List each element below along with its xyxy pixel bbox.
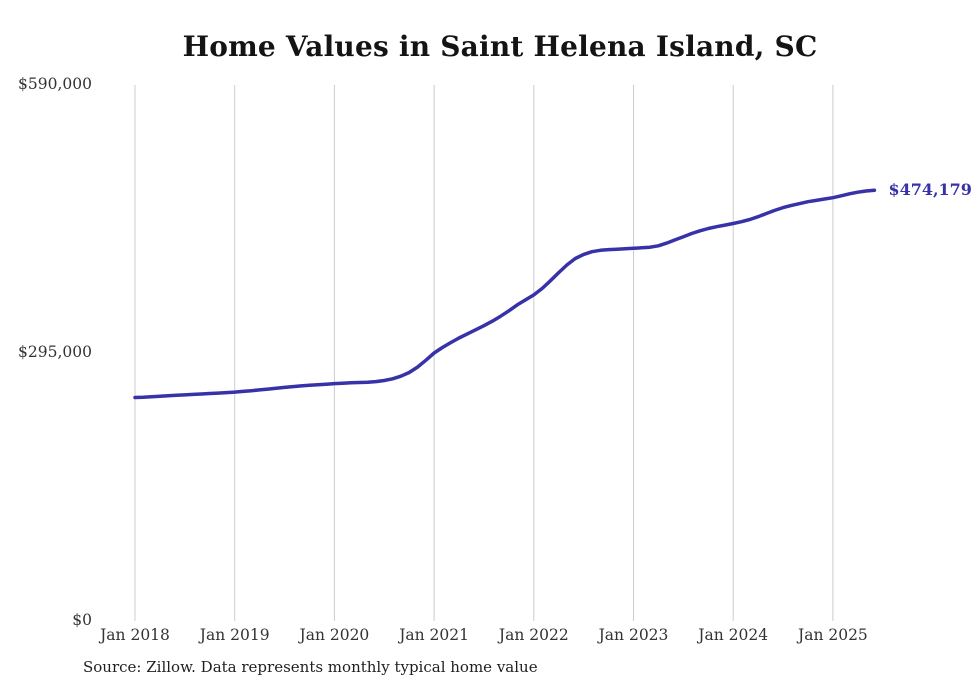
x-tick-label: Jan 2018 [100,626,170,644]
x-tick-label: Jan 2023 [598,626,669,644]
x-tick-label: Jan 2024 [698,626,769,644]
x-tick-label: Jan 2020 [299,626,370,644]
x-tick-label: Jan 2019 [199,626,270,644]
home-value-line [133,188,877,400]
gridlines [134,85,834,621]
x-tick-label: Jan 2022 [498,626,569,644]
home-value-line-group [133,188,877,400]
y-tick-label: $295,000 [18,343,92,361]
chart-title: Home Values in Saint Helena Island, SC [182,30,818,63]
x-tick-label: Jan 2021 [399,626,469,644]
y-tick-label: $0 [72,611,92,629]
source-note: Source: Zillow. Data represents monthly … [83,658,538,676]
final-value-label: $474,179 [888,180,972,200]
y-tick-label: $590,000 [18,75,92,93]
x-tick-label: Jan 2025 [797,626,868,644]
